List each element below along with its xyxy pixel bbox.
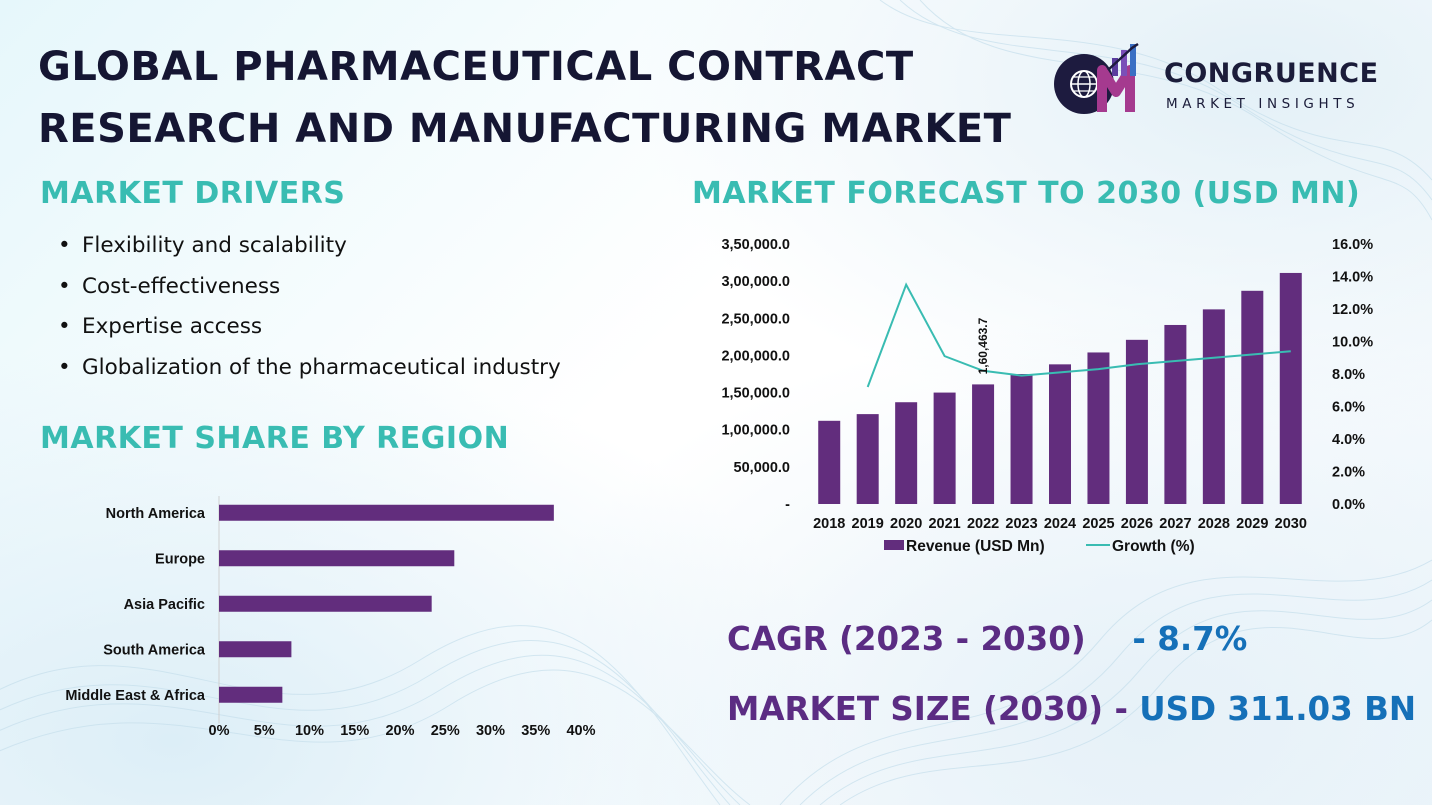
bar bbox=[219, 641, 292, 658]
x-tick-label: 2030 bbox=[1275, 516, 1307, 532]
revenue-bar bbox=[1125, 339, 1148, 504]
revenue-bar bbox=[1164, 324, 1187, 504]
y-left-tick-label: 2,00,000.0 bbox=[721, 348, 790, 364]
bullet-icon: • bbox=[58, 273, 71, 299]
bullet-icon: • bbox=[58, 314, 71, 339]
market-size-value: USD 311.03 BN bbox=[1139, 690, 1417, 728]
x-tick-label: 25% bbox=[431, 723, 460, 739]
y-right-tick-label: 16.0% bbox=[1332, 237, 1373, 253]
logo-tagline: MARKET INSIGHTS bbox=[1166, 96, 1360, 112]
x-tick-label: 5% bbox=[254, 723, 275, 739]
x-tick-label: 10% bbox=[295, 723, 324, 739]
cagr-stat: CAGR (2023 - 2030) - 8.7% bbox=[727, 620, 1247, 658]
x-tick-label: 2027 bbox=[1159, 516, 1191, 532]
driver-item: • Expertise access bbox=[58, 307, 561, 348]
driver-text: Flexibility and scalability bbox=[82, 233, 347, 258]
bullet-icon: • bbox=[58, 354, 71, 380]
revenue-bar bbox=[1049, 364, 1071, 504]
driver-item: • Cost-effectiveness bbox=[58, 267, 561, 308]
x-tick-label: 2020 bbox=[890, 516, 922, 532]
y-right-tick-label: 8.0% bbox=[1332, 367, 1365, 383]
legend-swatch-revenue bbox=[884, 540, 904, 550]
category-label: North America bbox=[106, 506, 206, 522]
revenue-bar bbox=[1010, 374, 1033, 504]
y-right-tick-label: 0.0% bbox=[1332, 497, 1365, 513]
category-label: South America bbox=[103, 642, 206, 658]
y-right-tick-label: 6.0% bbox=[1332, 400, 1365, 416]
revenue-bar bbox=[1202, 309, 1225, 504]
bar bbox=[219, 686, 283, 703]
y-right-tick-label: 12.0% bbox=[1332, 302, 1373, 318]
revenue-bar bbox=[856, 414, 879, 504]
market-size-label: MARKET SIZE (2030) - bbox=[727, 690, 1128, 728]
driver-item: • Flexibility and scalability bbox=[58, 226, 561, 267]
logo-name: CONGRUENCE bbox=[1164, 58, 1379, 89]
revenue-bar bbox=[1241, 290, 1264, 504]
bullet-icon: • bbox=[58, 233, 71, 258]
data-label: 1,60,463.7 bbox=[976, 317, 990, 374]
x-tick-label: 20% bbox=[385, 723, 414, 739]
drivers-list: • Flexibility and scalability • Cost-effect… bbox=[58, 226, 561, 388]
x-tick-label: 2018 bbox=[813, 516, 845, 532]
y-left-tick-label: 1,50,000.0 bbox=[721, 386, 790, 402]
y-right-tick-label: 4.0% bbox=[1332, 432, 1365, 448]
x-tick-label: 2028 bbox=[1198, 516, 1230, 532]
cagr-label: CAGR (2023 - 2030) bbox=[727, 620, 1086, 658]
driver-item: • Globalization of the pharmaceutical ind… bbox=[58, 348, 561, 389]
category-label: Middle East & Africa bbox=[65, 688, 206, 704]
forecast-heading: MARKET FORECAST TO 2030 (USD MN) bbox=[692, 176, 1361, 211]
forecast-chart: - 50,000.0 1,00,000.0 1,50,000.0 2,00,000.0 2… bbox=[721, 237, 1373, 555]
revenue-bar bbox=[895, 402, 918, 504]
category-label: Asia Pacific bbox=[124, 597, 205, 613]
globe-bar-chart-icon bbox=[1054, 42, 1139, 114]
y-left-tick-label: 2,50,000.0 bbox=[721, 311, 790, 327]
x-tick-label: 30% bbox=[476, 723, 505, 739]
growth-line bbox=[866, 282, 1291, 388]
company-logo: CONGRUENCE MARKET INSIGHTS bbox=[1046, 40, 1396, 120]
y-left-tick-label: 50,000.0 bbox=[734, 460, 790, 476]
drivers-heading: MARKET DRIVERS bbox=[40, 176, 346, 211]
driver-text: Expertise access bbox=[82, 314, 263, 339]
category-label: Europe bbox=[155, 551, 205, 567]
cagr-value: - 8.7% bbox=[1132, 620, 1248, 658]
revenue-bar bbox=[972, 384, 995, 504]
page-title: GLOBAL PHARMACEUTICAL CONTRACT RESEARCH … bbox=[38, 36, 1038, 160]
page-title-line-2: RESEARCH AND MANUFACTURING MARKET bbox=[38, 106, 1012, 152]
y-left-tick-label: 3,50,000.0 bbox=[721, 237, 790, 253]
driver-text: Globalization of the pharmaceutical indu… bbox=[82, 354, 561, 380]
bar bbox=[219, 504, 554, 521]
revenue-bar bbox=[818, 420, 841, 504]
y-right-tick-label: 14.0% bbox=[1332, 270, 1373, 286]
y-left-tick-label: 3,00,000.0 bbox=[721, 274, 790, 290]
revenue-bar bbox=[933, 392, 956, 504]
y-right-tick-label: 2.0% bbox=[1332, 465, 1365, 481]
region-share-chart: North America Europe Asia Pacific South Ame… bbox=[65, 496, 596, 739]
y-left-tick-label: 1,00,000.0 bbox=[721, 423, 790, 439]
x-tick-label: 2026 bbox=[1121, 516, 1153, 532]
y-right-tick-label: 10.0% bbox=[1332, 335, 1373, 351]
x-tick-label: 0% bbox=[209, 723, 230, 739]
x-tick-label: 2019 bbox=[852, 516, 884, 532]
market-size-stat: MARKET SIZE (2030) - USD 311.03 BN bbox=[727, 690, 1416, 728]
revenue-bar bbox=[1279, 272, 1302, 504]
driver-text: Cost-effectiveness bbox=[82, 273, 281, 299]
bar bbox=[219, 550, 455, 567]
x-tick-label: 2021 bbox=[928, 516, 960, 532]
x-tick-label: 2024 bbox=[1044, 516, 1076, 532]
legend-label-growth: Growth (%) bbox=[1112, 538, 1195, 555]
revenue-bar bbox=[1087, 352, 1110, 504]
legend-label-revenue: Revenue (USD Mn) bbox=[906, 538, 1045, 555]
x-tick-label: 15% bbox=[340, 723, 369, 739]
x-tick-label: 2029 bbox=[1236, 516, 1268, 532]
bar bbox=[219, 595, 432, 612]
y-left-tick-label: - bbox=[785, 497, 790, 513]
region-heading: MARKET SHARE BY REGION bbox=[40, 421, 510, 456]
x-tick-label: 2023 bbox=[1005, 516, 1037, 532]
x-tick-label: 2025 bbox=[1082, 516, 1114, 532]
x-tick-label: 2022 bbox=[967, 516, 999, 532]
x-tick-label: 40% bbox=[566, 723, 595, 739]
x-tick-label: 35% bbox=[521, 723, 550, 739]
page-title-line-1: GLOBAL PHARMACEUTICAL CONTRACT bbox=[38, 44, 914, 90]
